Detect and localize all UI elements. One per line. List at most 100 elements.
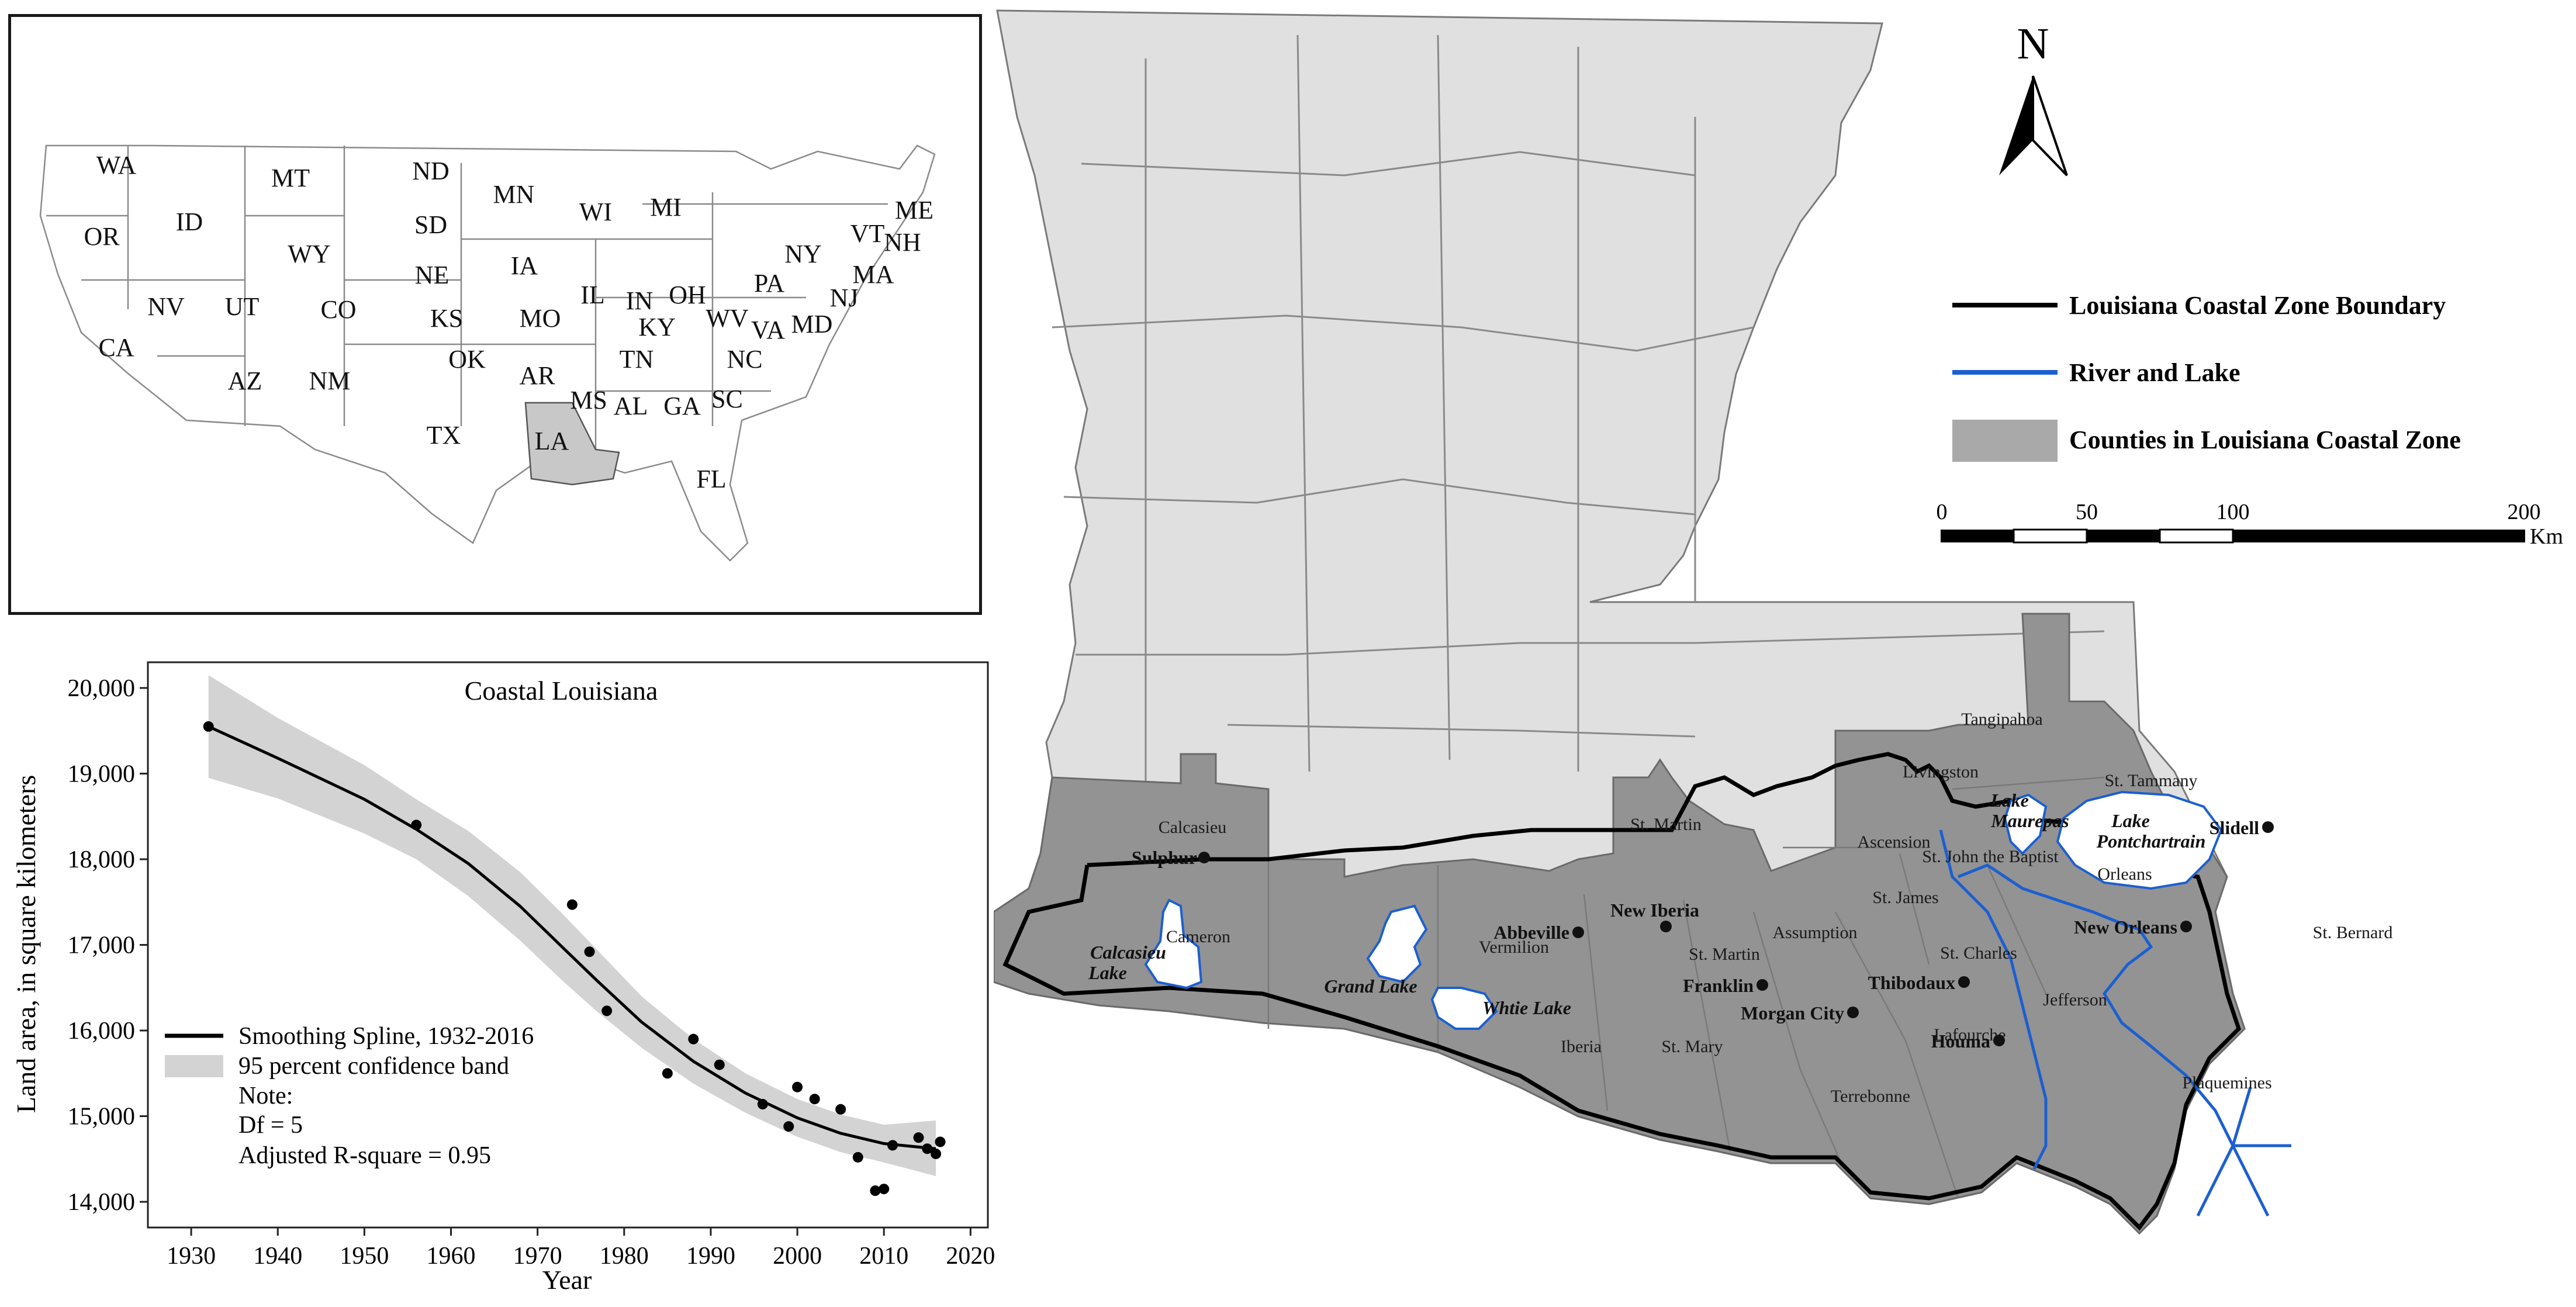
state-label-ky: KY xyxy=(638,313,676,341)
city-label: Sulphur xyxy=(1132,847,1197,868)
calcasieu-lake xyxy=(1144,898,1203,990)
state-label-wv: WV xyxy=(706,304,749,333)
mississippi-river xyxy=(1958,863,2291,1217)
lake-label: Whtie Lake xyxy=(1482,997,1571,1018)
state-label-ok: OK xyxy=(448,345,486,374)
state-label-sc: SC xyxy=(711,385,743,413)
lake-label: Pontchartrain xyxy=(2096,831,2206,852)
x-tick-label: 1960 xyxy=(427,1243,476,1270)
data-point xyxy=(584,946,595,957)
state-label-wi: WI xyxy=(579,198,612,226)
confidence-band xyxy=(208,675,936,1177)
state-label-nm: NM xyxy=(309,366,351,395)
scale-bar: 0 50 100 200 Km xyxy=(1937,500,2564,549)
state-label-in: IN xyxy=(626,286,653,315)
legend-rsquare-label: Adjusted R-square = 0.95 xyxy=(238,1142,491,1169)
y-tick-label: 19,000 xyxy=(68,760,136,787)
legend-band-label: 95 percent confidence band xyxy=(238,1053,509,1080)
data-point xyxy=(203,721,214,732)
state-label-nv: NV xyxy=(147,292,185,321)
white-lake xyxy=(1430,987,1498,1030)
lake-label: Lake xyxy=(1088,962,1127,983)
city-label: Franklin xyxy=(1683,975,1754,996)
state-label-az: AZ xyxy=(228,366,262,395)
chart-title: Coastal Louisiana xyxy=(465,676,658,706)
city-label: Abbeville xyxy=(1493,922,1569,943)
legend-band-swatch xyxy=(165,1055,223,1077)
state-label-ms: MS xyxy=(570,386,607,414)
observation-points xyxy=(203,721,946,1196)
chart-svg: 1930 1940 1950 1960 1970 1980 1990 2000 2010 2020… xyxy=(11,661,995,1295)
city-label: New Iberia xyxy=(1610,900,1699,921)
legend-note-label: Note: xyxy=(238,1083,293,1109)
y-tick-label: 15,000 xyxy=(68,1104,136,1130)
scale-tick-0: 0 xyxy=(1937,500,1948,524)
legend-spline-label: Smoothing Spline, 1932-2016 xyxy=(238,1023,534,1050)
y-axis-ticks: 14,000 15,000 16,000 17,000 18,000 19,000 20,0… xyxy=(68,675,148,1216)
state-label-ga: GA xyxy=(663,392,701,420)
smoothing-spline xyxy=(208,725,936,1150)
state-label-ar: AR xyxy=(519,361,555,390)
state-label-al: AL xyxy=(614,392,648,420)
state-label-ny: NY xyxy=(784,240,822,268)
coastal-parish-lines xyxy=(1267,776,2105,1199)
scale-unit: Km xyxy=(2530,524,2563,549)
y-tick-label: 16,000 xyxy=(68,1018,136,1045)
x-tick-label: 1990 xyxy=(686,1243,735,1270)
lake-pontchartrain xyxy=(2056,790,2223,890)
lake-maurepas xyxy=(2003,793,2048,855)
data-point xyxy=(714,1059,725,1070)
state-label-mo: MO xyxy=(520,304,561,333)
state-label-nd: ND xyxy=(412,157,449,185)
state-label-ne: NE xyxy=(415,261,449,289)
legend-coastal-label: Counties in Louisiana Coastal Zone xyxy=(2069,426,2461,454)
legend-coastal-swatch xyxy=(1952,420,2058,462)
cities: Sulphur New Iberia Abbeville Franklin Mo… xyxy=(1132,817,2274,1052)
parish-label: St. James xyxy=(1872,888,1938,907)
rivers xyxy=(1939,829,2291,1217)
parish-boundaries xyxy=(1052,34,2105,783)
parish-label: Calcasieu xyxy=(1159,818,1227,837)
state-label-la: LA xyxy=(535,427,569,455)
x-tick-label: 1930 xyxy=(167,1243,216,1270)
parish-label: Plaquemines xyxy=(2182,1073,2271,1092)
data-point xyxy=(935,1136,946,1147)
state-label-sd: SD xyxy=(414,210,447,239)
grand-lake xyxy=(1366,904,1428,984)
lake-label: Maurepas xyxy=(1990,810,2069,831)
data-point xyxy=(879,1184,890,1195)
data-point xyxy=(792,1081,803,1092)
lake-labels: Calcasieu Lake Grand Lake Whtie Lake Lak… xyxy=(1088,790,2205,1018)
lake-label: Lake xyxy=(1990,790,2029,811)
state-label-ut: UT xyxy=(225,292,260,321)
x-tick-label: 2010 xyxy=(859,1243,908,1270)
land-area-chart: 1930 1940 1950 1960 1970 1980 1990 2000 2010 2020… xyxy=(0,631,1005,1307)
data-point xyxy=(870,1185,881,1196)
state-label-mn: MN xyxy=(493,180,535,209)
city-label: Morgan City xyxy=(1741,1002,1844,1024)
parish-label: Assumption xyxy=(1772,923,1857,942)
state-label-nc: NC xyxy=(727,345,762,374)
data-point xyxy=(662,1068,673,1079)
x-tick-label: 1980 xyxy=(600,1243,649,1270)
north-label: N xyxy=(2017,19,2049,68)
parish-label: Terrebonne xyxy=(1831,1087,1910,1106)
parish-label: Orleans xyxy=(2097,865,2152,884)
parish-label: Ascension xyxy=(1858,832,1931,852)
data-point xyxy=(411,820,422,831)
scale-tick-200: 200 xyxy=(2508,500,2541,524)
data-point xyxy=(757,1099,768,1110)
parish-label: St. Martin xyxy=(1630,815,1702,834)
x-tick-label: 1970 xyxy=(513,1243,562,1270)
state-label-pa: PA xyxy=(754,269,784,298)
state-label-wy: WY xyxy=(288,240,330,268)
parish-label: Cameron xyxy=(1166,927,1230,946)
parish-label: Vermilion xyxy=(1479,938,1549,957)
state-label-mi: MI xyxy=(650,193,682,222)
y-tick-label: 14,000 xyxy=(68,1189,136,1216)
data-point xyxy=(688,1033,699,1045)
state-label-va: VA xyxy=(751,316,785,344)
state-label-tx: TX xyxy=(427,421,461,450)
data-point xyxy=(922,1143,933,1154)
